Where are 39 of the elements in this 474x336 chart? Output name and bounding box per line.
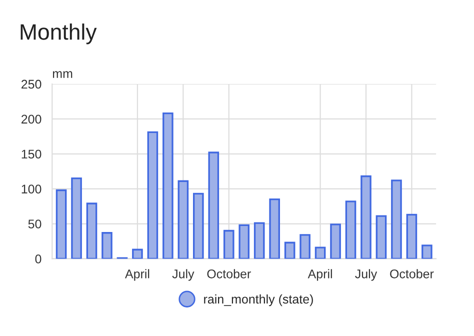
bar	[147, 131, 158, 259]
bar	[269, 198, 280, 259]
bar	[314, 246, 326, 259]
x-tick-label: October	[207, 269, 251, 278]
bar	[422, 244, 432, 259]
bar	[360, 175, 372, 259]
bar	[406, 214, 418, 259]
bar	[391, 180, 402, 259]
y-tick-label: 0	[35, 254, 42, 264]
x-tick-label: April	[124, 269, 150, 281]
bar	[192, 192, 204, 259]
x-tick-label: July	[172, 269, 194, 281]
y-tick-label: 250	[22, 80, 42, 89]
bar	[238, 224, 250, 259]
bar	[162, 112, 174, 259]
x-tick-label: April	[308, 269, 332, 281]
legend-label: rain_monthly (state)	[204, 294, 313, 306]
bar	[86, 202, 98, 259]
chart-title: Monthly	[20, 24, 97, 44]
bar	[102, 232, 112, 259]
bar	[71, 178, 82, 259]
bar	[132, 248, 143, 259]
x-tick-label: July	[355, 269, 378, 281]
y-tick-label: 100	[22, 184, 42, 194]
bar	[300, 234, 310, 259]
bar	[284, 242, 296, 259]
bar	[330, 224, 341, 259]
y-tick-label: 200	[22, 114, 42, 124]
y-tick-label: 50	[28, 220, 42, 228]
bar	[56, 189, 67, 259]
bar	[208, 152, 220, 259]
bar	[254, 222, 265, 259]
bar	[345, 200, 356, 259]
y-tick-label: 150	[22, 150, 42, 159]
y-axis-title: mm	[52, 71, 72, 78]
bar	[376, 215, 387, 259]
bar	[178, 180, 189, 259]
bar	[223, 230, 234, 259]
x-tick-label: October	[390, 269, 434, 278]
